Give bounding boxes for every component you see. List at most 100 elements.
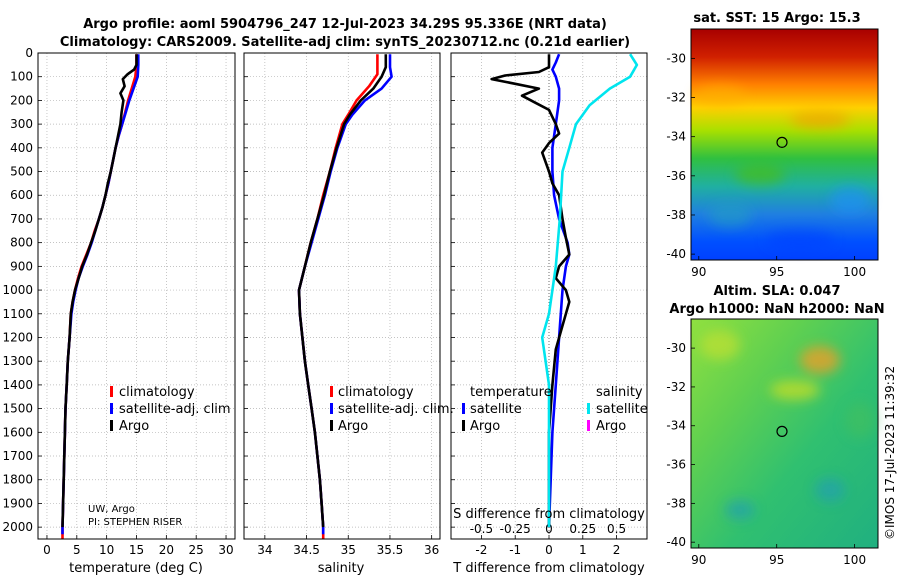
temperature-legend: climatology satellite-adj. clim Argo (110, 385, 231, 434)
plot-frame (37, 52, 236, 540)
s-difference-xlabel: S difference from climatology (453, 507, 645, 522)
series-line-salinity-satellite (540, 53, 639, 528)
y-tick-label: 1600 (2, 425, 33, 439)
legend-label-satellite-adj: satellite-adj. clim. (338, 402, 454, 417)
y-tick-label: 2000 (2, 520, 33, 534)
sst-argo-location-marker (776, 136, 788, 148)
legend-swatch-sal-argo (587, 420, 590, 431)
x-tick-label: -1 (509, 543, 521, 557)
plot-frame (243, 52, 441, 540)
salinity-xlabel: salinity (318, 561, 365, 576)
legend-label-argo: Argo (119, 419, 149, 434)
sla-map (690, 318, 879, 549)
legend-swatch-argo (330, 420, 333, 431)
x-tick-label: 36 (424, 543, 439, 557)
sst-texture (695, 85, 870, 250)
source-note-line2: PI: STEPHEN RISER (88, 517, 182, 528)
map-x-tick-label: 95 (769, 553, 784, 567)
y-tick-label: 1400 (2, 378, 33, 392)
map-y-tick-label: -40 (666, 247, 686, 261)
y-tick-label: 1100 (2, 307, 33, 321)
legend-title-temperature: temperature (470, 385, 552, 400)
x-tick-label: 34 (257, 543, 272, 557)
y-tick-label: 500 (10, 165, 33, 179)
map-y-tick-label: -34 (666, 130, 686, 144)
y-tick-label: 800 (10, 236, 33, 250)
x-tick-label: 10 (99, 543, 114, 557)
legend-swatch-climatology (330, 386, 333, 397)
difference-panel: -2 -1 0 1 2 -0.5 -0.25 0 0.25 0.5 (450, 52, 648, 557)
legend-label-sal-argo: Argo (596, 419, 626, 434)
map-y-tick-label: -40 (666, 535, 686, 549)
y-tick-label: 1300 (2, 354, 33, 368)
y-tick-label: 900 (10, 259, 33, 273)
temperature-xlabel: temperature (deg C) (69, 561, 203, 576)
legend-swatch-temp-satellite (462, 403, 465, 414)
y-tick-label: 1700 (2, 449, 33, 463)
map-y-tick-label: -36 (666, 458, 686, 472)
s-diff-tick-label: 0.25 (569, 522, 596, 536)
y-tick-label: 200 (10, 93, 33, 107)
map-y-tick-label: -34 (666, 419, 686, 433)
s-diff-tick-label: 0 (545, 522, 553, 536)
legend-swatch-sal-satellite (587, 403, 590, 414)
map-y-tick-label: -32 (666, 91, 686, 105)
map-y-tick-label: -32 (666, 380, 686, 394)
y-tick-label: 1000 (2, 283, 33, 297)
sst-map-title: sat. SST: 15 Argo: 15.3 (693, 11, 860, 26)
sla-map-title-line2: Argo h1000: NaN h2000: NaN (669, 302, 884, 317)
sla-map-axes: 90 95 100 -30 -32 -34 -36 -38 -40 (666, 341, 866, 567)
y-tick-label: 0 (25, 46, 33, 60)
figure-title-line1: Argo profile: aoml 5904796_247 12-Jul-20… (83, 17, 607, 32)
legend-label-climatology: climatology (338, 385, 414, 400)
y-tick-label: 700 (10, 212, 33, 226)
y-tick-label: 400 (10, 141, 33, 155)
y-tick-label: 1200 (2, 330, 33, 344)
legend-label-temp-satellite: satellite (470, 402, 522, 417)
source-note-line1: UW, Argo (88, 504, 135, 515)
map-x-tick-label: 95 (769, 265, 784, 279)
series-line-temperature-argo (490, 54, 571, 528)
plot-frame (450, 52, 648, 540)
temperature-panel: 0100200300400500600700800900100011001200… (2, 46, 236, 557)
y-tick-label: 100 (10, 70, 33, 84)
s-diff-tick-label: -0.5 (470, 522, 493, 536)
map-x-tick-label: 90 (691, 553, 706, 567)
map-y-tick-label: -30 (666, 341, 686, 355)
legend-label-argo: Argo (338, 419, 368, 434)
y-tick-label: 1500 (2, 402, 33, 416)
x-tick-label: 2 (613, 543, 621, 557)
x-tick-label: 25 (189, 543, 204, 557)
map-x-tick-label: 100 (843, 553, 866, 567)
map-x-tick-label: 100 (843, 265, 866, 279)
series-line-argo (61, 54, 138, 528)
map-y-tick-label: -38 (666, 208, 686, 222)
legend-title-salinity: salinity (596, 385, 643, 400)
legend-label-climatology: climatology (119, 385, 195, 400)
series-line-argo (297, 54, 388, 528)
salinity-panel: 34 34.5 35 35.5 36 (243, 52, 441, 557)
salinity-legend: climatology satellite-adj. clim. Argo (330, 385, 454, 434)
t-difference-xlabel: T difference from climatology (452, 561, 645, 576)
map-y-tick-label: -30 (666, 51, 686, 65)
legend-label-sal-satellite: satellite (596, 402, 648, 417)
map-y-tick-label: -36 (666, 169, 686, 183)
legend-swatch-satellite-adj (110, 403, 113, 414)
legend-swatch-satellite-adj (330, 403, 333, 414)
sla-texture (700, 330, 875, 520)
sst-map-axes: 90 95 100 -30 -32 -34 -36 -38 -40 (666, 51, 866, 279)
figure-title-line2: Climatology: CARS2009. Satellite-adj cli… (60, 35, 630, 50)
x-tick-label: 20 (159, 543, 174, 557)
x-tick-label: 35 (341, 543, 356, 557)
legend-swatch-temp-argo (462, 420, 465, 431)
y-tick-label: 1900 (2, 496, 33, 510)
x-tick-label: 34.5 (293, 543, 320, 557)
x-tick-label: 15 (129, 543, 144, 557)
x-tick-label: 0 (43, 543, 51, 557)
legend-swatch-climatology (110, 386, 113, 397)
y-tick-label: 600 (10, 188, 33, 202)
sla-argo-location-marker (776, 425, 788, 437)
x-tick-label: -2 (475, 543, 487, 557)
s-diff-tick-label: -0.25 (500, 522, 531, 536)
